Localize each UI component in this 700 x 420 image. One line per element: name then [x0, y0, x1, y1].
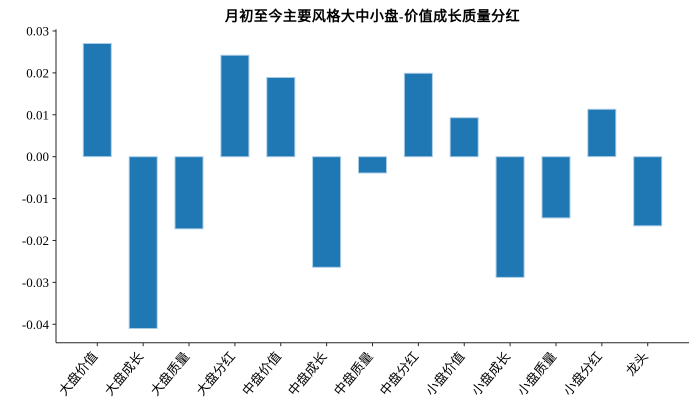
y-tick-label: 0.02 — [26, 65, 49, 80]
y-tick-label: 0.01 — [26, 107, 49, 122]
bar-大盘分红 — [220, 54, 250, 158]
bar-中盘分红 — [403, 72, 433, 158]
bar-大盘价值 — [82, 43, 112, 158]
bar-大盘成长 — [128, 156, 158, 329]
x-tick-label: 大盘价值 — [56, 349, 101, 398]
x-tick-label: 中盘价值 — [239, 349, 284, 398]
y-tick-label: 0.03 — [26, 23, 49, 38]
y-tick-label: -0.03 — [22, 275, 49, 290]
bar-小盘分红 — [587, 108, 617, 158]
bar-小盘成长 — [495, 156, 525, 278]
bar-中盘质量 — [358, 156, 387, 174]
bar-大盘质量 — [174, 156, 204, 230]
x-tick-label: 小盘分红 — [560, 349, 605, 398]
y-tick-label: -0.01 — [22, 191, 49, 206]
x-tick-label: 中盘成长 — [285, 349, 330, 398]
x-tick-label: 大盘成长 — [102, 349, 147, 398]
x-tick-label: 大盘分红 — [193, 349, 238, 398]
x-tick-label: 小盘成长 — [468, 349, 513, 398]
chart-title: 月初至今主要风格大中小盘-价值成长质量分红 — [224, 10, 521, 25]
x-tick-label: 龙头 — [623, 349, 651, 379]
x-tick-label: 小盘质量 — [514, 349, 559, 398]
y-tick-label: -0.04 — [22, 317, 50, 332]
x-tick-label: 小盘价值 — [423, 349, 468, 398]
y-tick-label: 0.00 — [26, 149, 49, 164]
bar-中盘成长 — [312, 156, 342, 268]
bar-中盘价值 — [266, 77, 296, 158]
y-tick-label: -0.02 — [22, 233, 49, 248]
bar-龙头 — [633, 156, 663, 227]
x-tick-label: 中盘分红 — [377, 349, 422, 398]
bar-小盘价值 — [449, 117, 479, 158]
x-tick-label: 大盘质量 — [147, 349, 192, 398]
x-tick-label: 中盘质量 — [331, 349, 376, 398]
bar-小盘质量 — [541, 156, 571, 219]
